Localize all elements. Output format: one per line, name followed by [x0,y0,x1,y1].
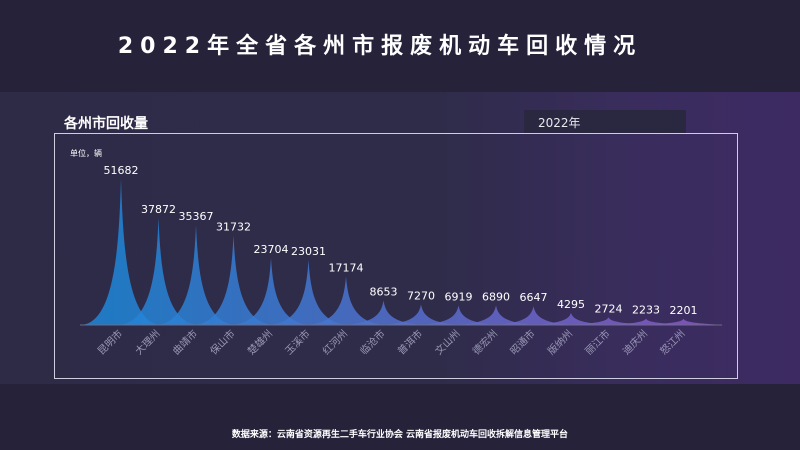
data-label: 4295 [557,298,585,311]
peak-bar[interactable] [268,259,349,325]
unit-label: 单位，辆 [70,148,102,158]
peak-bar[interactable] [231,257,311,325]
x-tick-label: 丽江市 [582,327,612,357]
data-label: 2724 [595,302,623,315]
data-label: 35367 [179,210,214,223]
data-label: 6647 [520,291,548,304]
data-label: 8653 [370,286,398,299]
data-label: 6919 [445,290,473,303]
peak-bar[interactable] [531,312,611,325]
x-tick-label: 德宏州 [470,327,500,357]
peak-bar[interactable] [81,178,161,325]
data-source-note: 数据来源：云南省资源再生二手车行业协会 云南省报废机动车回收拆解信息管理平台 [231,430,569,440]
content-band [0,92,800,384]
x-tick-label: 迪庆州 [620,327,650,357]
year-filter-label: 2022年 [538,116,581,130]
data-label: 23031 [291,245,326,258]
peak-bar[interactable] [606,318,686,325]
x-tick-label: 怒江州 [657,327,687,357]
year-filter[interactable]: 2022年 [524,110,686,134]
data-label: 2201 [670,304,698,317]
peak-bar[interactable] [643,318,724,325]
peak-bar[interactable] [493,306,574,325]
x-tick-label: 昭通市 [507,327,537,357]
x-tick-label: 曲靖市 [170,327,200,357]
x-tick-label: 楚雄州 [245,327,275,357]
chart-marks: 51682 昆明市 37872 大理州 35367 曲靖市 31732 保山市 23704 楚雄州… [81,164,724,357]
x-tick-label: 临沧市 [357,327,387,357]
peak-bar[interactable] [343,300,424,325]
data-label: 31732 [216,220,251,233]
peak-bar[interactable] [381,304,461,325]
chart-frame [54,133,738,379]
data-label: 51682 [104,164,139,177]
data-label: 23704 [254,243,289,256]
peak-bar[interactable] [193,235,274,325]
data-label: 2233 [632,304,660,317]
x-tick-label: 文山州 [432,327,462,357]
peak-bar[interactable] [118,217,199,325]
x-tick-label: 昆明市 [95,327,125,357]
x-tick-label: 版纳州 [545,327,575,357]
data-label: 6890 [482,291,510,304]
peak-bar[interactable] [418,305,499,325]
x-tick-label: 大理州 [132,327,162,357]
peak-bar[interactable] [156,225,236,325]
x-tick-label: 红河州 [320,327,350,357]
x-tick-label: 保山市 [207,327,237,357]
data-label: 17174 [329,261,364,274]
x-tick-label: 玉溪市 [282,327,312,357]
peak-bar[interactable] [568,317,649,325]
x-tick-label: 普洱市 [395,327,425,357]
page-title: 2022年全省各州市报废机动车回收情况 [117,34,643,59]
peak-bar[interactable] [456,305,536,325]
section-title: 各州市回收量 [64,116,148,132]
data-label: 7270 [407,289,435,302]
data-label: 37872 [141,203,176,216]
peak-bar[interactable] [306,276,386,325]
